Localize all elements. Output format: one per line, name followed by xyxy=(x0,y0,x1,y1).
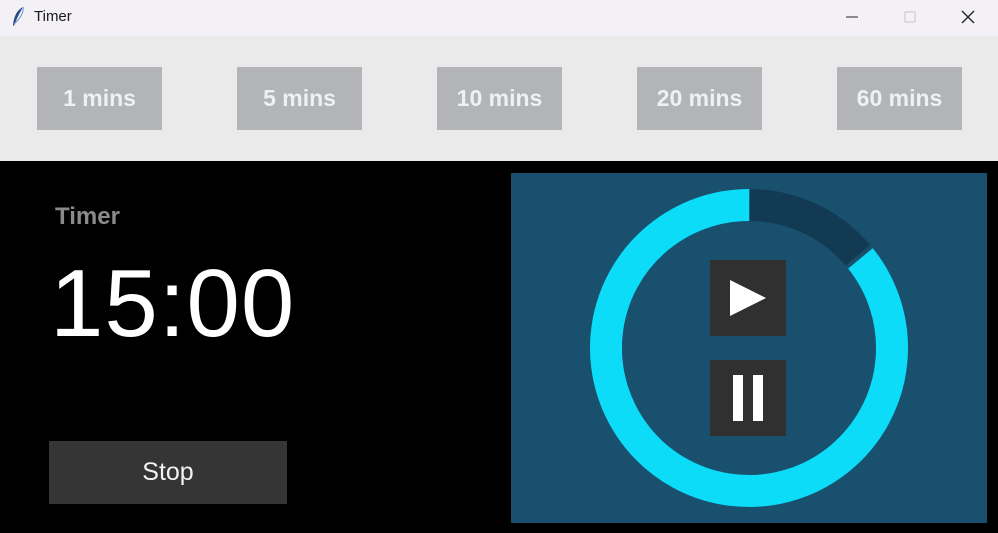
preset-5-mins-button[interactable]: 5 mins xyxy=(237,67,362,130)
play-icon xyxy=(730,280,766,316)
minimize-icon xyxy=(846,16,858,18)
preset-20-mins-button[interactable]: 20 mins xyxy=(637,67,762,130)
pause-icon xyxy=(733,375,763,421)
maximize-icon xyxy=(904,11,916,23)
maximize-button[interactable] xyxy=(881,0,939,34)
preset-10-mins-button[interactable]: 10 mins xyxy=(437,67,562,130)
preset-1-mins-button[interactable]: 1 mins xyxy=(37,67,162,130)
minimize-button[interactable] xyxy=(823,0,881,34)
main-area: Timer 15:00 Stop xyxy=(0,161,998,533)
time-display: 15:00 xyxy=(50,250,296,357)
progress-ring-fill xyxy=(590,189,908,507)
timer-panel xyxy=(511,173,987,523)
timer-label: Timer xyxy=(55,203,120,230)
play-button[interactable] xyxy=(710,260,786,336)
progress-ring xyxy=(590,189,908,507)
preset-toolbar: 1 mins 5 mins 10 mins 20 mins 60 mins xyxy=(0,36,998,161)
feather-icon xyxy=(13,6,24,26)
preset-60-mins-button[interactable]: 60 mins xyxy=(837,67,962,130)
close-button[interactable] xyxy=(939,0,997,34)
stop-button[interactable]: Stop xyxy=(49,441,287,504)
progress-ring-gap xyxy=(844,244,874,270)
close-icon xyxy=(961,10,975,24)
window-title: Timer xyxy=(34,8,72,25)
title-bar: Timer xyxy=(0,0,998,36)
pause-button[interactable] xyxy=(710,360,786,436)
